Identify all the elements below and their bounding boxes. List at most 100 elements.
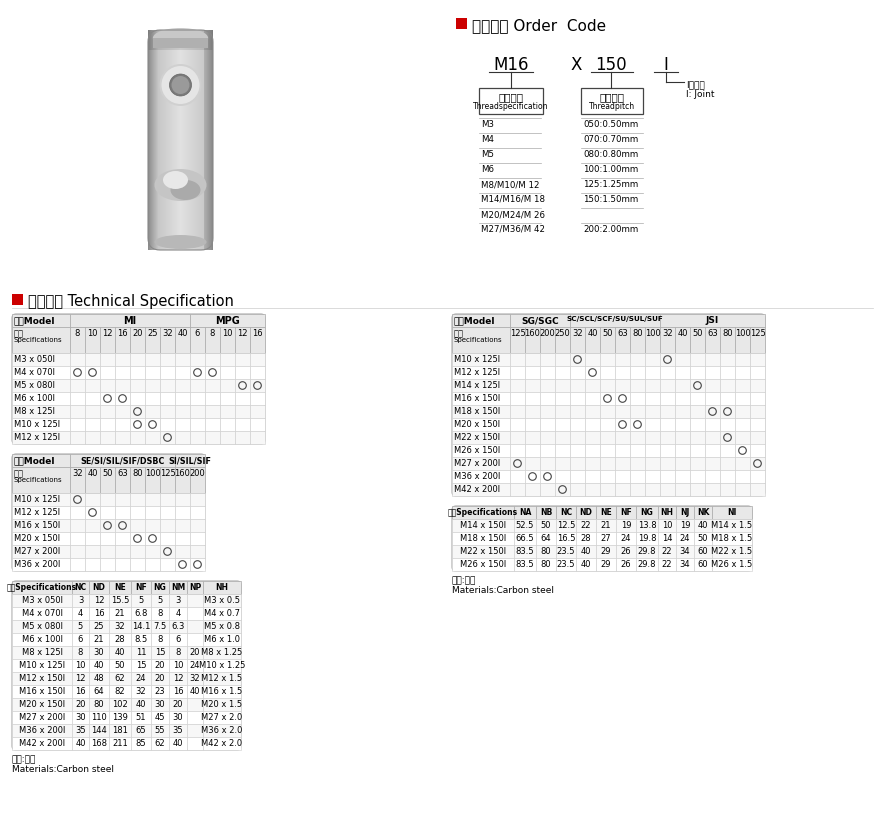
Bar xyxy=(250,353,265,366)
Bar xyxy=(170,30,171,50)
Text: 50: 50 xyxy=(541,521,551,530)
Bar xyxy=(190,405,205,418)
Text: 12: 12 xyxy=(94,596,104,605)
Bar xyxy=(175,519,190,532)
Bar xyxy=(203,633,241,646)
Bar xyxy=(676,506,694,519)
Bar xyxy=(169,646,187,659)
Bar xyxy=(187,633,203,646)
Text: 40: 40 xyxy=(135,700,146,709)
Bar xyxy=(155,30,156,50)
Bar xyxy=(570,457,585,470)
Text: 3: 3 xyxy=(78,596,83,605)
Bar xyxy=(510,392,525,405)
Text: 4: 4 xyxy=(78,609,83,618)
Bar xyxy=(556,519,576,532)
Bar xyxy=(630,353,645,366)
Bar xyxy=(615,457,630,470)
Bar xyxy=(630,470,645,483)
Bar xyxy=(89,607,109,620)
Bar xyxy=(202,30,204,50)
Text: 63: 63 xyxy=(117,469,127,478)
Bar xyxy=(145,418,160,431)
Bar xyxy=(160,379,175,392)
Text: M5 x 080l: M5 x 080l xyxy=(21,622,63,631)
Bar xyxy=(169,30,170,250)
Text: 050:0.50mm: 050:0.50mm xyxy=(583,120,638,129)
Bar xyxy=(645,366,660,379)
Bar xyxy=(185,30,186,50)
Text: 20: 20 xyxy=(173,700,183,709)
Bar xyxy=(12,431,70,444)
Bar xyxy=(250,327,265,353)
Text: 50: 50 xyxy=(603,329,612,338)
Bar xyxy=(585,353,600,366)
Text: I: Joint: I: Joint xyxy=(686,90,714,99)
Bar xyxy=(130,467,145,493)
Text: 12.5: 12.5 xyxy=(557,521,575,530)
Bar xyxy=(115,493,130,506)
Text: 55: 55 xyxy=(155,726,165,735)
Bar xyxy=(100,353,115,366)
Bar xyxy=(174,30,175,50)
Text: M27/M36/M 42: M27/M36/M 42 xyxy=(481,225,545,234)
Bar xyxy=(525,366,540,379)
Bar xyxy=(157,30,158,250)
Text: 23.5: 23.5 xyxy=(557,547,575,556)
Bar xyxy=(12,737,72,750)
Bar xyxy=(536,532,556,545)
Bar xyxy=(576,519,596,532)
Bar xyxy=(660,379,675,392)
Bar xyxy=(694,519,712,532)
Bar xyxy=(160,506,175,519)
Bar xyxy=(452,483,510,496)
Bar xyxy=(89,724,109,737)
Bar xyxy=(660,444,675,457)
Bar xyxy=(250,418,265,431)
Bar xyxy=(145,405,160,418)
Text: 材质:碳锆: 材质:碳锆 xyxy=(452,576,476,585)
Bar xyxy=(190,558,205,571)
Bar xyxy=(645,470,660,483)
Bar xyxy=(720,470,735,483)
Bar xyxy=(690,405,705,418)
Bar xyxy=(187,711,203,724)
Bar xyxy=(109,659,131,672)
Bar xyxy=(182,30,183,50)
Bar xyxy=(735,405,750,418)
Bar xyxy=(145,467,160,493)
Text: 20: 20 xyxy=(75,700,86,709)
Ellipse shape xyxy=(170,74,191,96)
Bar xyxy=(235,366,250,379)
Bar xyxy=(510,470,525,483)
Bar xyxy=(452,506,514,519)
Bar xyxy=(212,30,213,50)
Bar xyxy=(540,327,555,353)
Text: Materials:Carbon steel: Materials:Carbon steel xyxy=(12,765,114,774)
Text: 34: 34 xyxy=(680,547,690,556)
Text: 5: 5 xyxy=(78,622,83,631)
Bar xyxy=(596,545,616,558)
Bar xyxy=(211,30,212,50)
Bar xyxy=(72,672,89,685)
Bar xyxy=(89,711,109,724)
Bar xyxy=(12,532,70,545)
Bar xyxy=(205,392,220,405)
Text: 12: 12 xyxy=(237,329,248,338)
Text: M8/M10/M 12: M8/M10/M 12 xyxy=(481,180,540,189)
Bar xyxy=(130,506,145,519)
Bar xyxy=(630,483,645,496)
Bar xyxy=(570,483,585,496)
Bar xyxy=(191,30,192,250)
Bar xyxy=(85,506,100,519)
Bar xyxy=(115,532,130,545)
Text: 60: 60 xyxy=(697,547,708,556)
Text: M20 x 1.5: M20 x 1.5 xyxy=(202,700,242,709)
Bar xyxy=(130,392,145,405)
Bar xyxy=(115,558,130,571)
Bar xyxy=(85,493,100,506)
Bar xyxy=(630,418,645,431)
Bar xyxy=(179,30,181,250)
Bar xyxy=(100,327,115,353)
Bar xyxy=(199,30,200,250)
